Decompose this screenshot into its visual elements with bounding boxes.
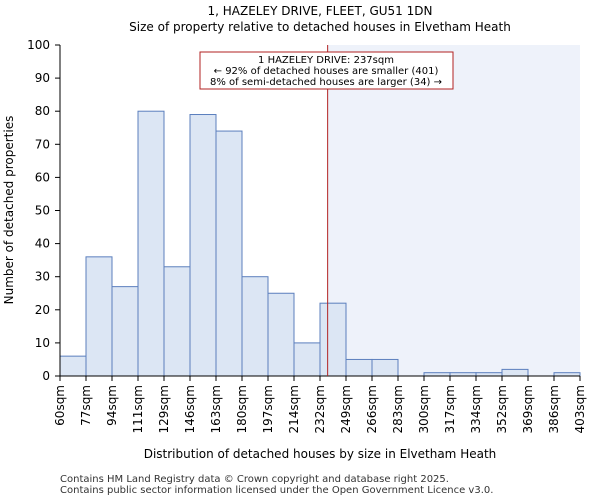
bar-232sqm [319,302,347,377]
x-tick-label: 146sqm [183,385,197,433]
x-tick-label: 369sqm [521,385,535,433]
y-tick-label: 60 [35,170,50,184]
y-tick-label: 70 [35,137,50,151]
x-tick-label: 163sqm [209,385,223,433]
x-tick-label: 232sqm [313,385,327,433]
x-tick-label: 386sqm [547,385,561,433]
x-tick-label: 77sqm [79,385,93,426]
chart-title: 1, HAZELEY DRIVE, FLEET, GU51 1DN [208,4,433,18]
x-tick-label: 94sqm [105,385,119,426]
bar-214sqm [293,342,321,377]
y-tick-label: 0 [42,369,50,383]
x-tick-label: 111sqm [131,385,145,433]
bar-163sqm [215,130,243,377]
bar-129sqm [163,266,191,377]
x-axis-label: Distribution of detached houses by size … [144,447,497,461]
y-tick-label: 100 [27,38,50,52]
bar-197sqm [267,292,295,377]
y-tick-label: 80 [35,104,50,118]
bar-249sqm [345,358,373,377]
x-tick-label: 283sqm [391,385,405,433]
y-tick-label: 10 [35,336,50,350]
x-tick-label: 214sqm [287,385,301,433]
bar-111sqm [137,110,165,377]
bar-77sqm [85,256,113,377]
y-tick-label: 90 [35,71,50,85]
chart-subtitle: Size of property relative to detached ho… [129,20,511,34]
bar-352sqm [501,368,529,377]
bar-266sqm [371,358,399,377]
x-tick-label: 249sqm [339,385,353,433]
x-tick-label: 197sqm [261,385,275,433]
annotation-line-3: 8% of semi-detached houses are larger (3… [210,77,442,88]
annotation-box [199,51,454,90]
bar-60sqm [59,355,87,377]
plot-shade [327,45,580,376]
bar-146sqm [189,114,217,377]
footer-line-2: Contains public sector information licen… [60,485,494,496]
y-tick-label: 50 [35,204,50,218]
x-tick-label: 403sqm [573,385,587,433]
annotation-line-1: 1 HAZELEY DRIVE: 237sqm [258,55,394,66]
x-tick-label: 300sqm [417,385,431,433]
x-tick-label: 352sqm [495,385,509,433]
bar-180sqm [241,276,269,377]
y-tick-label: 40 [35,237,50,251]
x-tick-label: 317sqm [443,385,457,433]
x-tick-label: 266sqm [365,385,379,433]
x-tick-label: 60sqm [53,385,67,426]
y-tick-label: 20 [35,303,50,317]
bar-94sqm [111,286,139,377]
annotation-line-2: ← 92% of detached houses are smaller (40… [214,66,439,77]
footer-line-1: Contains HM Land Registry data © Crown c… [60,474,449,485]
y-tick-label: 30 [35,270,50,284]
x-tick-label: 334sqm [469,385,483,433]
x-tick-label: 180sqm [235,385,249,433]
x-tick-label: 129sqm [157,385,171,433]
y-axis-label: Number of detached properties [2,116,16,305]
